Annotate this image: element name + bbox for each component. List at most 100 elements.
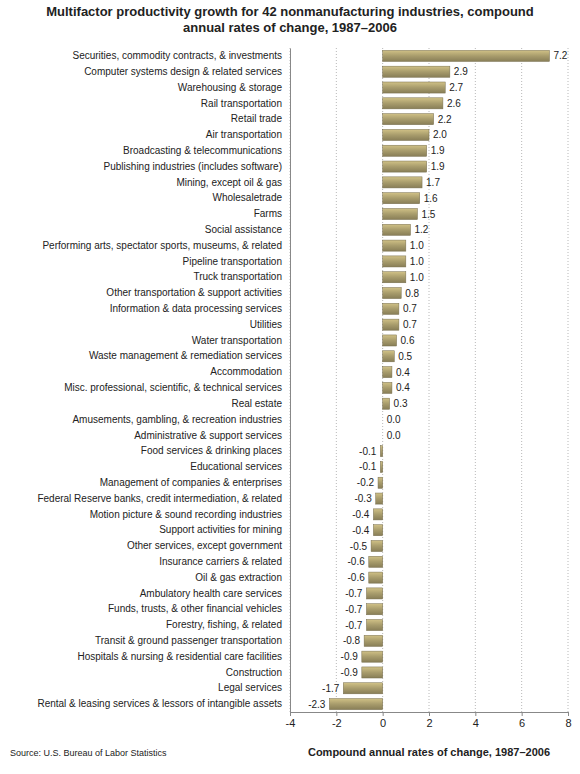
- bar: [373, 525, 382, 536]
- y-tick: Utilities: [250, 319, 290, 330]
- bar: [382, 430, 383, 441]
- bar: [371, 540, 383, 551]
- y-axis: Securities, commodity contracts, & inves…: [37, 49, 290, 713]
- category-label: Forestry, fishing, & related: [166, 619, 282, 630]
- x-tick-label: 2: [426, 717, 432, 729]
- category-label: Publishing industries (includes software…: [104, 161, 282, 172]
- data-label: 0.0: [387, 414, 401, 425]
- bar: [383, 240, 406, 251]
- bar: [383, 193, 420, 204]
- category-label: Support activities for mining: [159, 524, 282, 535]
- bar: [383, 335, 397, 346]
- bar: [364, 635, 383, 646]
- category-label: Motion picture & sound recording industr…: [90, 509, 282, 520]
- data-label: 0.4: [396, 382, 410, 393]
- bar: [383, 208, 418, 219]
- category-label: Amusements, gambling, & recreation indus…: [72, 414, 282, 425]
- x-tick-mark: [336, 712, 337, 716]
- grid-line: [568, 48, 569, 712]
- y-tick: Educational services: [190, 461, 290, 472]
- bar: [383, 161, 427, 172]
- y-tick: Information & data processing services: [110, 303, 290, 314]
- data-label: -0.4: [352, 525, 370, 536]
- x-axis-title: Compound annual rates of change, 1987–20…: [308, 746, 550, 758]
- x-tick: 8: [565, 712, 571, 729]
- data-label: -0.9: [341, 651, 359, 662]
- category-label: Construction: [226, 667, 282, 678]
- grid-line: [336, 48, 337, 712]
- y-axis-line: [290, 49, 291, 713]
- bar: [366, 604, 382, 615]
- x-tick-mark: [290, 712, 291, 716]
- y-tick: Other services, except government: [127, 540, 290, 551]
- bar: [383, 177, 422, 188]
- category-label: Broadcasting & telecommunications: [123, 145, 282, 156]
- category-label: Federal Reserve banks, credit intermedia…: [37, 493, 282, 504]
- category-label: Rail transportation: [201, 98, 282, 109]
- bar: [366, 620, 382, 631]
- category-label: Legal services: [218, 682, 282, 693]
- data-label: -0.7: [345, 604, 363, 615]
- y-tick: Hospitals & nursing & residential care f…: [77, 651, 290, 662]
- y-tick: Administrative & support services: [134, 430, 290, 441]
- category-label: Utilities: [250, 319, 282, 330]
- y-tick: Truck transportation: [193, 271, 290, 282]
- category-label: Air transportation: [206, 129, 282, 140]
- bar: [380, 461, 382, 472]
- data-label: -0.3: [354, 493, 372, 504]
- y-tick: Insurance carriers & related: [159, 556, 290, 567]
- data-label: -0.6: [348, 556, 366, 567]
- y-tick: Misc. professional, scientific, & techni…: [64, 382, 290, 393]
- category-label: Farms: [254, 208, 282, 219]
- category-label: Real estate: [231, 398, 282, 409]
- bar: [343, 683, 382, 694]
- x-tick-label: -4: [286, 717, 296, 729]
- data-label: -0.4: [352, 509, 370, 520]
- y-tick: Pipeline transportation: [182, 256, 290, 267]
- category-label: Transit & ground passenger transportatio…: [95, 635, 282, 646]
- data-label: 0.0: [387, 430, 401, 441]
- data-label: 2.6: [447, 98, 461, 109]
- y-tick: Publishing industries (includes software…: [104, 161, 290, 172]
- x-axis-line: [291, 713, 569, 717]
- y-tick: Ambulatory health care services: [140, 588, 290, 599]
- y-tick: Air transportation: [206, 129, 290, 140]
- data-label: -0.6: [348, 572, 366, 583]
- data-label: 0.6: [401, 335, 415, 346]
- category-label: Educational services: [190, 461, 282, 472]
- y-tick: Amusements, gambling, & recreation indus…: [72, 414, 290, 425]
- title-line: Multifactor productivity growth for 42 n…: [46, 4, 534, 19]
- x-tick-mark: [522, 712, 523, 716]
- y-tick: Retail trade: [231, 113, 290, 124]
- category-label: Food services & drinking places: [141, 445, 282, 456]
- data-label: 0.8: [405, 288, 419, 299]
- bar: [369, 572, 383, 583]
- grid-line: [475, 48, 476, 712]
- x-tick-mark: [568, 712, 569, 716]
- y-tick: Water transportation: [192, 335, 290, 346]
- bar: [382, 414, 383, 425]
- y-tick: Management of companies & enterprises: [100, 477, 290, 488]
- data-label: -0.1: [359, 446, 377, 457]
- x-tick-mark: [383, 712, 384, 716]
- x-tick-mark: [475, 712, 476, 716]
- bar: [383, 367, 392, 378]
- y-tick: Farms: [254, 208, 290, 219]
- x-tick-mark: [429, 712, 430, 716]
- category-label: Misc. professional, scientific, & techni…: [64, 382, 282, 393]
- category-label: Accommodation: [210, 366, 282, 377]
- source: Source: U.S. Bureau of Labor Statistics: [10, 748, 167, 758]
- category-label: Mining, except oil & gas: [176, 177, 282, 188]
- data-label: 2.9: [454, 66, 468, 77]
- data-label: -1.7: [322, 683, 340, 694]
- data-label: 1.0: [410, 272, 424, 283]
- bar: [383, 319, 399, 330]
- category-label: Performing arts, spectator sports, museu…: [42, 240, 282, 251]
- grid-line: [290, 48, 291, 712]
- data-label: 1.2: [414, 224, 428, 235]
- y-tick: Motion picture & sound recording industr…: [90, 509, 290, 520]
- y-tick: Food services & drinking places: [141, 445, 290, 456]
- bar: [378, 477, 383, 488]
- data-label: 0.3: [394, 398, 408, 409]
- y-tick: Rail transportation: [201, 98, 290, 109]
